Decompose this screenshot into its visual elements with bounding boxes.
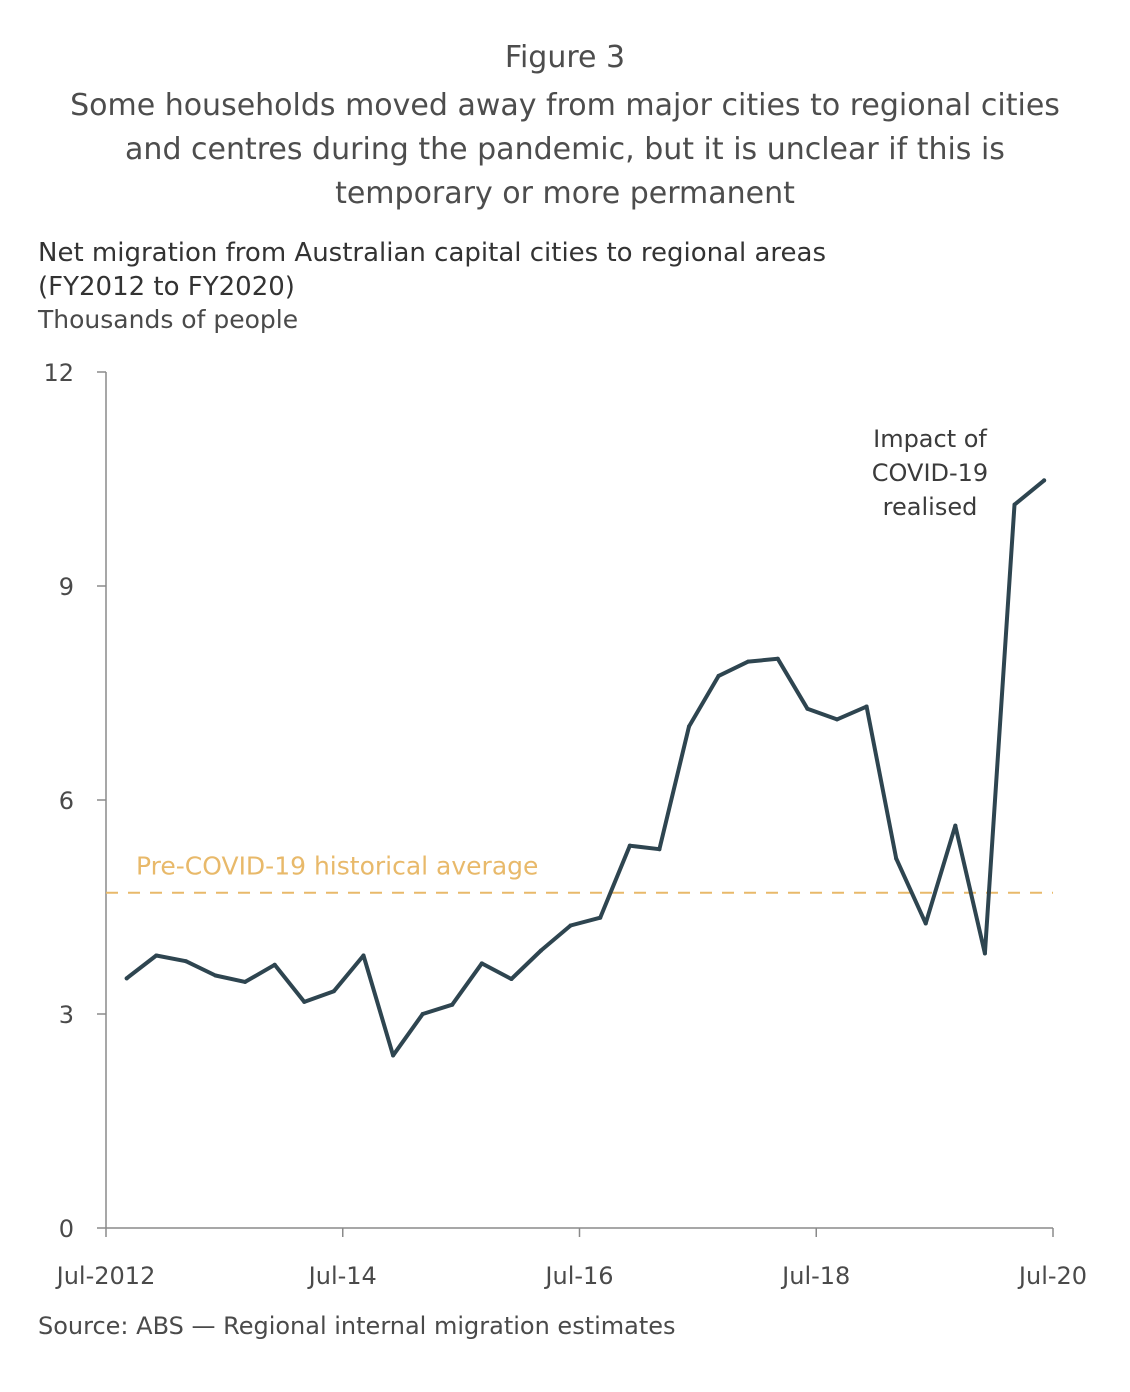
data-point: [568, 923, 573, 928]
data-point: [391, 1053, 396, 1058]
x-tick-label: Jul-2012: [55, 1262, 156, 1290]
data-point: [716, 673, 721, 678]
data-point: [509, 977, 514, 982]
data-point: [1012, 502, 1017, 507]
data-point: [450, 1002, 455, 1007]
chart-title: Net migration from Australian capital ci…: [38, 236, 1038, 304]
data-point: [598, 915, 603, 920]
x-tick-label: Jul-18: [780, 1262, 850, 1290]
x-tick-label: Jul-16: [543, 1262, 613, 1290]
annotation-line-3: realised: [883, 493, 978, 521]
data-point: [834, 717, 839, 722]
x-axis: Jul-2012 Jul-14 Jul-16 Jul-18 Jul-20: [55, 1227, 1087, 1290]
data-point: [302, 999, 307, 1004]
y-tick-label: 6: [59, 787, 74, 815]
covid-annotation: Impact of COVID-19 realised: [872, 425, 988, 521]
data-point: [154, 953, 159, 958]
y-tick-label: 12: [43, 359, 74, 387]
y-tick-label: 9: [59, 573, 74, 601]
data-point: [183, 959, 188, 964]
figure-title: Some households moved away from major ci…: [70, 88, 1060, 211]
chart-title-line-1: Net migration from Australian capital ci…: [38, 238, 827, 268]
y-axis-units: Thousands of people: [38, 305, 299, 334]
data-point: [864, 704, 869, 709]
data-point: [272, 962, 277, 967]
x-tick-label: Jul-14: [307, 1262, 377, 1290]
data-point: [923, 921, 928, 926]
average-label: Pre-COVID-19 historical average: [136, 852, 538, 881]
data-point: [243, 979, 248, 984]
x-tick-label: Jul-20: [1017, 1262, 1087, 1290]
data-point: [657, 847, 662, 852]
y-tick-label: 3: [59, 1001, 74, 1029]
data-point: [982, 951, 987, 956]
average-reference: Pre-COVID-19 historical average: [106, 852, 1053, 894]
data-point: [213, 973, 218, 978]
y-tick-label: 0: [59, 1215, 74, 1243]
data-point: [331, 989, 336, 994]
data-points: [124, 478, 1047, 1058]
data-point: [124, 976, 129, 981]
data-point: [420, 1012, 425, 1016]
data-point: [805, 706, 810, 711]
data-point: [746, 659, 751, 664]
source-note: Source: ABS — Regional internal migratio…: [38, 1312, 676, 1340]
data-point: [479, 961, 484, 966]
chart-title-line-2: (FY2012 to FY2020): [38, 272, 295, 302]
data-point: [775, 656, 780, 661]
data-point: [539, 948, 544, 953]
figure-label: Figure 3: [504, 40, 626, 75]
data-point: [627, 843, 632, 848]
annotation-line-1: Impact of: [873, 425, 987, 453]
y-axis: 0 3 6 9 12: [43, 359, 107, 1243]
data-point: [1042, 478, 1047, 483]
data-point: [894, 856, 899, 861]
series-line: [124, 478, 1047, 1058]
data-point: [953, 823, 958, 828]
data-point: [361, 953, 366, 958]
annotation-line-2: COVID-19: [872, 459, 988, 487]
data-point: [686, 724, 691, 729]
